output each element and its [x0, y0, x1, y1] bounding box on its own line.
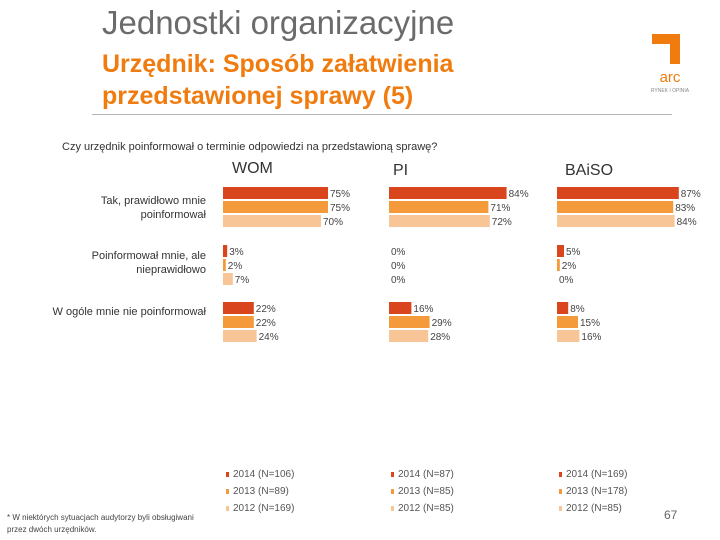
legend-label: 2012 (N=85): [566, 503, 622, 514]
bar-baiso-cat1-s1: [557, 259, 560, 271]
bar-baiso-cat2-s2: [557, 330, 580, 342]
data-label-baiso-cat2-s1: 15%: [580, 318, 600, 329]
legend-label: 2013 (N=89): [233, 486, 289, 497]
data-label-pi-cat0-s2: 72%: [492, 217, 512, 228]
legend-label: 2013 (N=85): [398, 486, 454, 497]
data-label-baiso-cat1-s1: 2%: [562, 261, 577, 272]
bar-wom-cat2-s2: [223, 330, 257, 342]
legend-baiso: 2014 (N=169) 2013 (N=178) 2012 (N=85): [559, 466, 627, 517]
logo-wordmark: arc: [660, 69, 681, 86]
logo-mark: [652, 34, 680, 64]
bar-baiso-cat0-s2: [557, 215, 675, 227]
bar-wom-cat0-s1: [223, 201, 328, 213]
data-label-pi-cat0-s0: 84%: [509, 189, 529, 200]
legend-item: 2012 (N=85): [391, 500, 454, 517]
legend-pi: 2014 (N=87) 2013 (N=85) 2012 (N=85): [391, 466, 454, 517]
header-divider: [92, 114, 672, 115]
data-label-baiso-cat2-s2: 16%: [581, 332, 601, 343]
logo-tagline: RYNEK I OPINIA: [651, 88, 690, 94]
bar-pi-cat0-s2: [389, 215, 490, 227]
data-label-pi-cat1-s2: 0%: [391, 275, 406, 286]
legend-label: 2012 (N=85): [398, 503, 454, 514]
bar-baiso-cat0-s0: [557, 187, 679, 199]
data-label-pi-cat1-s0: 0%: [391, 247, 406, 258]
data-label-pi-cat2-s0: 16%: [413, 304, 433, 315]
bar-baiso-cat0-s1: [557, 201, 674, 213]
legend-item: 2014 (N=169): [559, 466, 627, 483]
legend-item: 2012 (N=169): [226, 500, 294, 517]
legend-swatch: [391, 505, 394, 511]
data-label-wom-cat1-s0: 3%: [229, 247, 244, 258]
legend-item: 2014 (N=106): [226, 466, 294, 483]
legend-item: 2014 (N=87): [391, 466, 454, 483]
bar-wom-cat1-s1: [223, 259, 226, 271]
legend-label: 2014 (N=87): [398, 469, 454, 480]
data-label-baiso-cat0-s2: 84%: [677, 217, 697, 228]
data-label-wom-cat2-s0: 22%: [256, 304, 276, 315]
legend-swatch: [391, 488, 394, 494]
bar-baiso-cat2-s0: [557, 302, 569, 314]
arc-logo: arc RYNEK I OPINIA: [651, 34, 690, 94]
legend-wom: 2014 (N=106) 2013 (N=89) 2012 (N=169): [226, 466, 294, 517]
bar-wom-cat2-s0: [223, 302, 254, 314]
data-label-wom-cat1-s1: 2%: [228, 261, 243, 272]
legend-label: 2014 (N=106): [233, 469, 295, 480]
data-label-wom-cat0-s1: 75%: [330, 203, 350, 214]
bar-pi-cat2-s1: [389, 316, 430, 328]
data-label-pi-cat1-s1: 0%: [391, 261, 406, 272]
data-label-wom-cat0-s2: 70%: [323, 217, 343, 228]
legend-swatch: [226, 471, 229, 477]
legend-label: 2013 (N=178): [566, 486, 628, 497]
panel-title-pi: PI: [393, 162, 409, 179]
data-label-baiso-cat1-s2: 0%: [559, 275, 574, 286]
data-label-wom-cat0-s0: 75%: [330, 189, 350, 200]
survey-question: Czy urzędnik poinformował o terminie odp…: [62, 141, 438, 153]
data-label-wom-cat1-s2: 7%: [235, 275, 250, 286]
legend-swatch: [226, 488, 229, 494]
bar-wom-cat0-s0: [223, 187, 328, 199]
data-label-baiso-cat0-s0: 87%: [681, 189, 701, 200]
legend-swatch: [559, 488, 562, 494]
data-label-wom-cat2-s2: 24%: [259, 332, 279, 343]
page-title: Jednostki organizacyjne: [102, 4, 455, 41]
bar-wom-cat1-s0: [223, 245, 228, 257]
category-label-nieprawidlowo: Poinformował mnie, ale nieprawidłowo: [91, 250, 206, 276]
bar-wom-cat1-s2: [223, 273, 233, 285]
bar-pi-cat2-s2: [389, 330, 429, 342]
bar-baiso-cat1-s0: [557, 245, 564, 257]
legend-label: 2012 (N=169): [233, 503, 295, 514]
legend-item: 2013 (N=178): [559, 483, 627, 500]
bar-baiso-cat2-s1: [557, 316, 578, 328]
data-label-pi-cat2-s1: 29%: [432, 318, 452, 329]
data-label-baiso-cat1-s0: 5%: [566, 247, 581, 258]
data-label-baiso-cat0-s1: 83%: [675, 203, 695, 214]
data-label-baiso-cat2-s0: 8%: [570, 304, 585, 315]
legend-item: 2013 (N=85): [391, 483, 454, 500]
panel-title-baiso: BAiSO: [565, 162, 614, 179]
data-label-pi-cat0-s1: 71%: [490, 203, 510, 214]
category-label-nie: W ogóle mnie nie poinformował: [52, 306, 206, 318]
legend-swatch: [226, 505, 229, 511]
legend-swatch: [559, 471, 562, 477]
category-label-tak: Tak, prawidłowo mnie poinformował: [100, 195, 206, 221]
legend-label: 2014 (N=169): [566, 469, 628, 480]
data-label-pi-cat2-s2: 28%: [430, 332, 450, 343]
legend-swatch: [559, 505, 562, 511]
bar-pi-cat0-s0: [389, 187, 507, 199]
legend-swatch: [391, 471, 394, 477]
page-number: 67: [664, 508, 678, 522]
bar-pi-cat2-s0: [389, 302, 412, 314]
legend-item: 2012 (N=85): [559, 500, 627, 517]
page-subtitle: Urzędnik: Sposób załatwienia przedstawio…: [102, 50, 454, 110]
bar-wom-cat0-s2: [223, 215, 321, 227]
legend-item: 2013 (N=89): [226, 483, 294, 500]
panel-title-wom: WOM: [232, 160, 273, 177]
footnote: * W niektórych sytuacjach audytorzy byli…: [7, 513, 194, 534]
bar-wom-cat2-s1: [223, 316, 254, 328]
data-label-wom-cat2-s1: 22%: [256, 318, 276, 329]
bar-pi-cat0-s1: [389, 201, 489, 213]
